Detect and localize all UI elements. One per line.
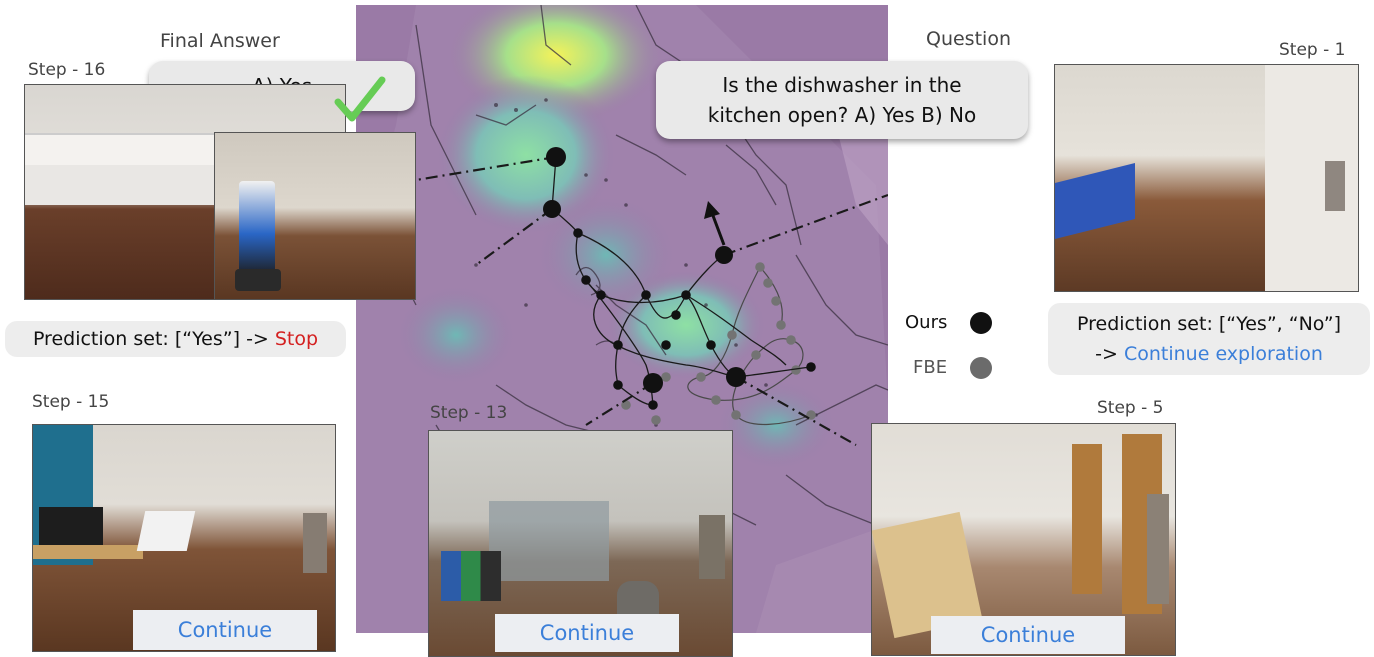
step-5-photo <box>871 423 1176 656</box>
final-answer-label: Final Answer <box>160 30 280 52</box>
step-16-prediction-text: Prediction set: [“Yes”] -> <box>32 328 269 350</box>
step-16-prediction: Prediction set: [“Yes”] -> Stop <box>5 321 346 357</box>
monitor <box>39 507 103 551</box>
step-1-label: Step - 1 <box>1279 40 1346 60</box>
robot-body <box>239 181 275 277</box>
step-1-photo <box>1054 64 1359 292</box>
step-16-label: Step - 16 <box>28 60 106 80</box>
question-label: Question <box>926 28 1011 50</box>
recycle-bins <box>441 551 501 601</box>
step-13-label: Step - 13 <box>430 403 508 423</box>
step-15-label: Step - 15 <box>32 392 110 412</box>
step-13-continue-button[interactable]: Continue <box>495 614 679 652</box>
legend-fbe-dot <box>970 357 992 379</box>
step-1-prediction-arrow: -> <box>1095 343 1124 365</box>
step-15-continue-button[interactable]: Continue <box>133 610 317 650</box>
step-16-robot-photo <box>214 132 416 300</box>
step-5-continue-button[interactable]: Continue <box>931 616 1125 654</box>
legend-fbe-label: FBE <box>913 357 948 378</box>
legend-ours-dot <box>970 312 992 334</box>
ping-pong-table <box>1055 163 1135 239</box>
continue-exploration-action: Continue exploration <box>1123 343 1323 365</box>
stop-action: Stop <box>274 328 319 350</box>
question-text-line1: Is the dishwasher in the <box>722 73 962 97</box>
question-bubble: Is the dishwasher in the kitchen open? A… <box>656 61 1028 139</box>
legend-ours-label: Ours <box>905 312 948 333</box>
step-1-prediction: Prediction set: [“Yes”, “No”] -> Continu… <box>1048 303 1370 375</box>
checkmark-icon <box>334 76 386 122</box>
step-5-label: Step - 5 <box>1097 398 1164 418</box>
question-text-line2: kitchen open? A) Yes B) No <box>707 103 977 127</box>
step-1-prediction-line1: Prediction set: [“Yes”, “No”] <box>1076 313 1341 335</box>
